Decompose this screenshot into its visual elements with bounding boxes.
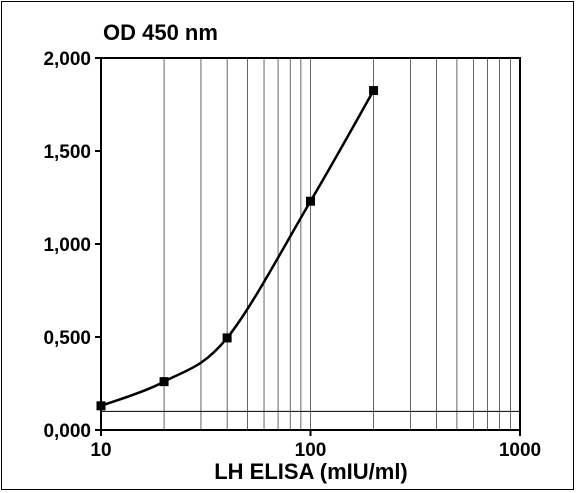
x-tick-label: 10 — [90, 440, 111, 461]
y-tick-label: 1,000 — [43, 235, 91, 256]
y-axis-ticks: 0,000 0,500 1,000 1,500 2,000 — [43, 49, 101, 442]
x-tick-label: 100 — [295, 440, 327, 461]
x-axis-ticks: 10 100 1000 — [90, 430, 541, 461]
chart-title: OD 450 nm — [103, 20, 218, 45]
y-tick-label: 2,000 — [43, 49, 91, 70]
y-tick-label: 1,500 — [43, 142, 91, 163]
data-point-marker — [369, 86, 379, 96]
x-tick-label: 1000 — [499, 440, 541, 461]
data-point-marker — [306, 196, 315, 206]
data-point-marker — [159, 377, 169, 387]
data-point-marker — [222, 333, 232, 343]
y-tick-label: 0,500 — [43, 328, 91, 349]
series-markers — [96, 86, 379, 411]
y-tick-label: 0,000 — [43, 421, 91, 442]
x-axis-label: LH ELISA (mIU/ml) — [214, 459, 408, 484]
gridlines — [163, 58, 511, 430]
plot-area-border — [100, 57, 521, 431]
series-line — [100, 89, 375, 407]
